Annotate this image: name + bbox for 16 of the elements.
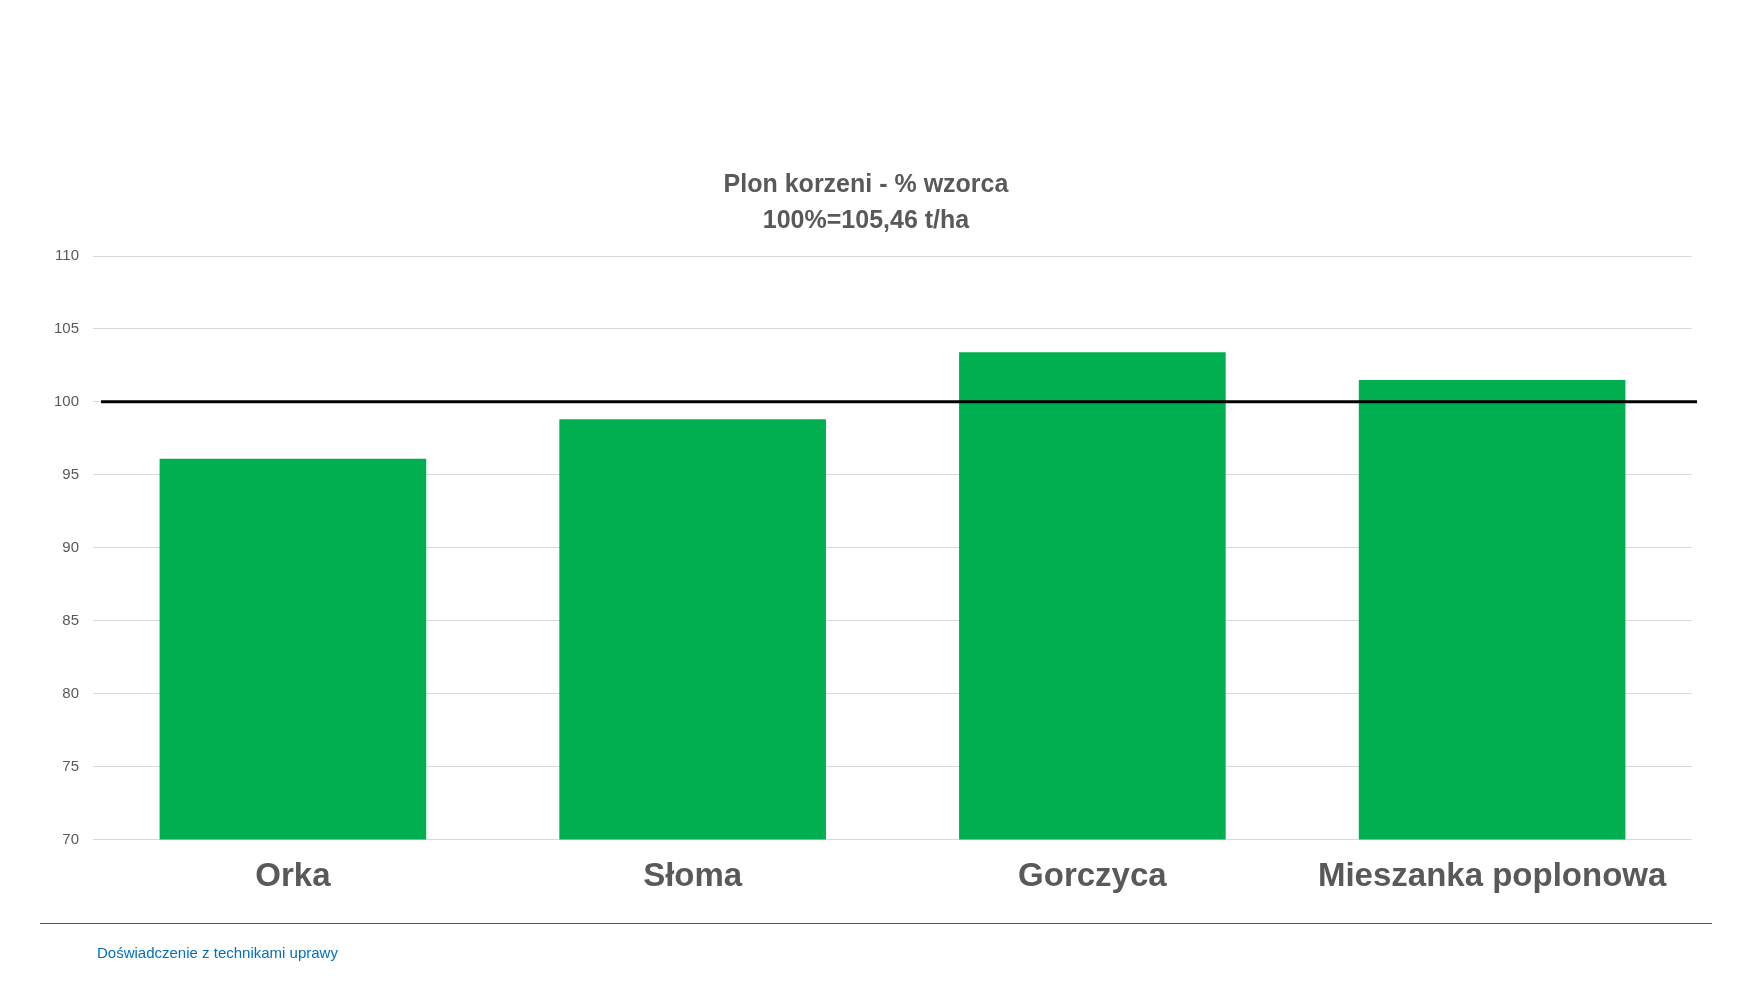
y-tick-label: 95	[62, 464, 80, 482]
y-tick-label: 70	[62, 829, 80, 847]
y-tick-label: 90	[62, 537, 80, 555]
text: Doświadczenie z technikami uprawy	[97, 944, 338, 961]
y-tick-label: 80	[62, 683, 80, 701]
x-tick-label: Słoma	[643, 856, 743, 894]
y-tick-label: 75	[62, 756, 80, 774]
x-tick-label: Mieszanka poplonowa	[1317, 856, 1667, 894]
y-tick-label: 100	[54, 391, 80, 409]
y-tick-label: 85	[62, 610, 80, 628]
y-tick-label: 110	[55, 246, 80, 264]
x-tick-label: Gorczyca	[1018, 856, 1168, 894]
y-tick-label: 105	[54, 319, 80, 337]
chart-subtitle: 100%=105,46 t/ha	[762, 204, 971, 233]
chart-title: Plon korzeni - % wzorca	[723, 168, 1010, 197]
x-tick-label: Orka	[255, 856, 332, 894]
